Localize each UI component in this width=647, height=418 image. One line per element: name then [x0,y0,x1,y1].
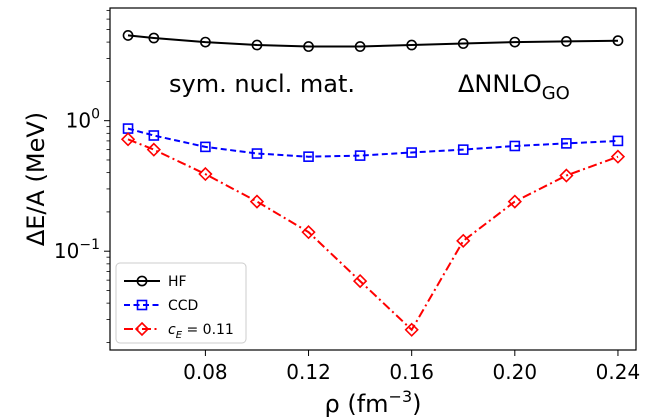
y-axis-label: ΔE/A (MeV) [22,112,50,246]
data-point [303,41,314,52]
legend-item: cE = 0.11 [124,321,234,341]
annotation-interaction: ΔNNLOGO [458,70,570,104]
data-point [200,141,211,153]
data-point [146,142,161,157]
series-hf [122,30,624,52]
data-point [406,147,417,158]
series-ce [120,132,626,337]
data-point [559,168,574,183]
data-point [456,233,471,248]
data-point [352,273,368,289]
legend-item: HF [124,274,187,290]
data-point [509,140,521,152]
data-point [122,30,134,41]
legend-marker [134,321,150,337]
plot-frame [109,7,637,351]
data-point [561,138,572,149]
legend-label: cE = 0.11 [168,322,234,341]
legend-marker [136,275,148,287]
x-tick-label: 0.12 [286,360,331,384]
legend-marker [136,299,148,311]
annotation-material: sym. nucl. mat. [169,70,355,98]
series-line [127,34,619,48]
x-tick-label: 0.24 [596,360,641,384]
x-axis-label: ρ (fm−3) [324,387,421,418]
data-point [509,36,521,48]
x-tick-label: 0.20 [493,360,538,384]
data-point [301,224,316,240]
data-point [200,36,211,48]
data-point [406,39,418,51]
data-point [612,135,624,147]
series-ccd [122,123,624,162]
data-point [251,39,263,51]
series-line [127,138,619,332]
data-point [404,322,419,337]
data-point [457,144,469,155]
data-point [610,149,626,164]
data-point [198,166,213,182]
x-tick-label: 0.16 [389,360,434,384]
data-point [148,130,160,141]
data-point [120,132,136,147]
legend: HF CCD cE = 0.11 [115,262,247,344]
x-tick-label: 0.08 [183,360,228,384]
data-point [354,150,366,161]
series-line [127,127,619,158]
legend-box [115,262,247,344]
data-point [303,151,314,162]
legend-item: CCD [124,298,198,314]
data-point [148,32,160,44]
data-point [249,194,265,209]
data-point [354,41,366,52]
data-point [507,194,522,209]
legend-label: CCD [168,298,198,314]
data-point [612,35,624,47]
y-tick-label: 100 [66,107,100,133]
legend-label: HF [168,274,187,290]
data-point [457,38,469,49]
data-point [251,148,263,159]
y-tick-label: 10−1 [54,237,100,263]
data-point [560,35,572,47]
